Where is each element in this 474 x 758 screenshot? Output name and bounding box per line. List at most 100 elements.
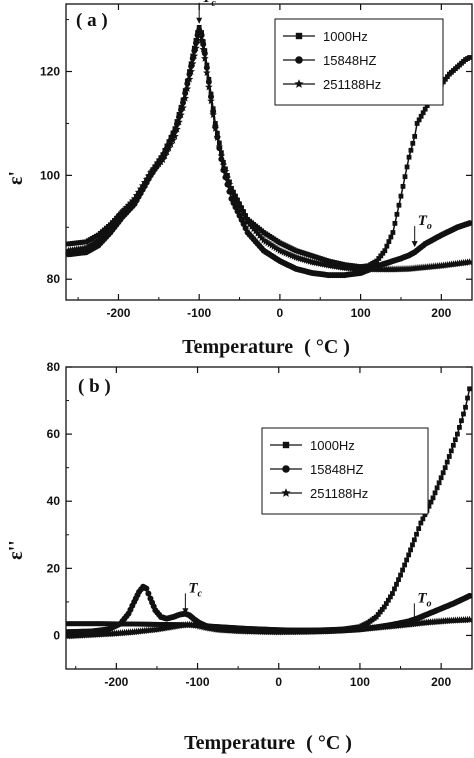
x-tick-label: -100 (186, 675, 210, 689)
data-point (102, 227, 111, 235)
data-point (418, 520, 424, 526)
panel-a-x-axis-title: Temperature ( °C ) (182, 336, 350, 358)
data-point (155, 160, 163, 168)
data-point (215, 142, 224, 151)
legend-label: 1000Hz (310, 438, 355, 453)
data-point (124, 201, 133, 209)
panel-b-label: ( b ) (78, 376, 111, 397)
data-point (195, 31, 203, 39)
data-point (408, 147, 414, 153)
data-point (185, 75, 194, 83)
data-point (396, 202, 402, 208)
data-point (420, 110, 426, 116)
legend-marker-square (282, 441, 290, 449)
data-point (373, 614, 379, 620)
data-point (380, 250, 386, 256)
data-point (146, 168, 155, 177)
data-point (410, 140, 416, 146)
data-point (150, 164, 159, 172)
data-point (120, 205, 129, 213)
data-point (196, 26, 203, 33)
data-point (100, 229, 109, 238)
data-point (225, 180, 234, 188)
data-point (450, 442, 456, 448)
data-point (426, 503, 432, 509)
data-point (122, 203, 131, 211)
data-point (404, 164, 410, 170)
data-point (434, 485, 440, 491)
data-point (430, 495, 436, 501)
data-point (406, 552, 412, 558)
y-tick-label: 80 (47, 272, 61, 286)
data-point (169, 136, 177, 144)
data-point (446, 454, 452, 459)
x-tick-label: -200 (104, 675, 128, 689)
legend-label: 251188Hz (310, 486, 368, 501)
data-point (145, 590, 152, 597)
panel-b-x-axis-title-unit: ( °C ) (306, 732, 352, 754)
data-point (165, 144, 173, 152)
data-point (398, 193, 404, 199)
data-point (454, 431, 460, 437)
data-point (390, 591, 395, 596)
data-point (173, 125, 181, 133)
data-point (183, 84, 192, 93)
data-point (157, 157, 165, 166)
data-point (376, 256, 382, 261)
data-point (203, 68, 211, 77)
panel-b-y-axis-title: ε'' (5, 540, 27, 560)
panel-b-x-axis-title-text: Temperature (184, 732, 295, 754)
data-point (104, 225, 113, 233)
data-point (193, 36, 202, 44)
data-point (126, 199, 135, 207)
data-point (452, 437, 458, 443)
data-point (171, 132, 179, 140)
data-point (432, 490, 438, 496)
data-point (416, 117, 422, 123)
data-point (459, 418, 464, 424)
data-point (408, 547, 413, 553)
data-point (92, 237, 101, 245)
data-point (444, 459, 450, 465)
data-point (465, 395, 470, 401)
data-point (442, 465, 448, 471)
data-point (383, 601, 389, 606)
data-point (440, 470, 446, 476)
data-point (381, 604, 387, 610)
legend-marker-square (295, 32, 303, 40)
panel-a-data (66, 24, 472, 279)
x-tick-label: 200 (431, 306, 451, 320)
data-point (207, 96, 215, 105)
data-point (199, 45, 208, 53)
y-tick-label: 80 (47, 360, 61, 374)
panel-a: -200 -100 0 100 200 80 100 120 ( a ) 1000Hz 1584… (5, 0, 473, 358)
data-point (175, 118, 183, 126)
data-point (197, 36, 206, 44)
data-point (416, 526, 422, 532)
data-point (465, 615, 472, 623)
data-point (465, 258, 472, 266)
data-point (420, 516, 426, 522)
data-point (384, 243, 390, 249)
data-point (463, 404, 468, 410)
legend-marker-circle (282, 465, 290, 473)
data-point (201, 54, 209, 62)
panel-a-annotations: Tc To (196, 0, 432, 248)
panel-b: -200 -100 0 100 200 0 20 40 60 80 ( b ) 1000Hz 158… (5, 360, 473, 754)
data-point (223, 173, 232, 182)
data-point (128, 196, 137, 205)
data-point (181, 94, 189, 102)
data-point (90, 238, 99, 247)
x-tick-label: -200 (106, 306, 130, 320)
data-point (387, 594, 393, 600)
data-point (394, 211, 400, 217)
data-point (385, 597, 391, 603)
legend-label: 251188Hz (323, 77, 381, 92)
series-251188Hz (66, 31, 472, 273)
data-point (179, 103, 187, 112)
data-point (219, 160, 228, 169)
data-point (400, 184, 406, 189)
data-point (394, 581, 399, 587)
legend-marker-star (294, 79, 304, 88)
